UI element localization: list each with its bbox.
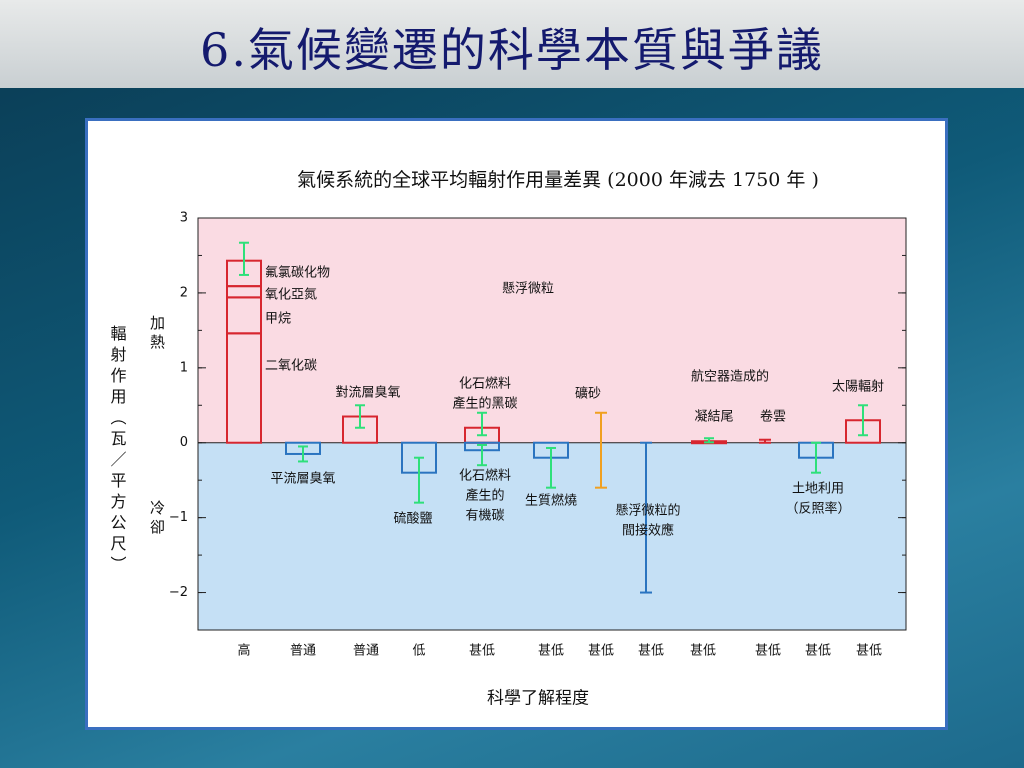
level-label: 甚低 xyxy=(638,644,664,659)
group-label: 航空器造成的 xyxy=(691,369,769,385)
plot-frame xyxy=(197,217,907,631)
warming-region xyxy=(198,218,906,443)
forcing-label: 化石燃料 xyxy=(459,376,511,392)
component-label: 甲烷 xyxy=(265,312,291,327)
y-tick-label: 2 xyxy=(180,285,188,300)
y-tick-label: 3 xyxy=(180,211,188,226)
level-label: 甚低 xyxy=(805,644,831,659)
level-label: 甚低 xyxy=(755,644,781,659)
forcing-label: 化石燃料 xyxy=(459,468,511,484)
level-label: 低 xyxy=(412,644,425,659)
forcing-label: 卷雲 xyxy=(760,409,786,425)
forcing-label: （反照率） xyxy=(785,501,850,517)
forcing-label: 礦砂 xyxy=(575,386,601,402)
forcing-label: 硫酸鹽 xyxy=(393,512,432,527)
component-label: 二氧化碳 xyxy=(265,359,317,374)
forcing-label: 平流層臭氧 xyxy=(270,472,335,487)
warming-label: 加熱 xyxy=(148,315,166,353)
header xyxy=(0,0,1024,88)
chart: 氣候系統的全球平均輻射作用量差異 (2000 年減去 1750 年 ) 科學了解… xyxy=(108,169,907,709)
level-label: 甚低 xyxy=(690,644,716,659)
forcing-label: 產生的 xyxy=(465,488,504,504)
forcing-label: 太陽輻射 xyxy=(832,379,884,395)
level-label: 甚低 xyxy=(538,644,564,659)
forcing-label: 間接效應 xyxy=(622,523,674,539)
y-axis-label: 輻射作用（瓦／平方公尺） xyxy=(108,325,127,577)
forcing-label: 有機碳 xyxy=(465,509,504,524)
forcing-label: 產生的黑碳 xyxy=(452,396,517,412)
forcing-label: 對流層臭氧 xyxy=(335,386,400,401)
component-label: 氟氯碳化物 xyxy=(265,266,330,281)
x-axis-label: 科學了解程度 xyxy=(487,689,589,709)
forcing-label: 凝結尾 xyxy=(694,409,733,425)
forcing-label: 生質燃燒 xyxy=(525,493,577,509)
level-label: 甚低 xyxy=(469,644,495,659)
group-label: 懸浮微粒 xyxy=(502,282,554,297)
level-label: 甚低 xyxy=(856,644,882,659)
level-label: 甚低 xyxy=(588,644,614,659)
y-tick-label: 1 xyxy=(180,360,188,375)
level-label: 普通 xyxy=(353,644,379,659)
forcing-label: 土地利用 xyxy=(792,482,844,497)
level-label: 高 xyxy=(237,643,250,659)
forcing-label: 懸浮微粒的 xyxy=(615,503,680,519)
chart-title: 氣候系統的全球平均輻射作用量差異 (2000 年減去 1750 年 ) xyxy=(297,169,819,191)
y-tick-label: −1 xyxy=(169,510,188,525)
slide-title: 6.氣候變遷的科學本質與爭議 xyxy=(200,23,824,77)
y-tick-label: −2 xyxy=(169,585,188,600)
component-label: 氧化亞氮 xyxy=(265,288,317,303)
chart-panel: 氣候系統的全球平均輻射作用量差異 (2000 年減去 1750 年 ) 科學了解… xyxy=(85,118,948,730)
cooling-label: 冷卻 xyxy=(148,500,166,538)
level-label: 普通 xyxy=(290,644,316,659)
y-tick-label: 0 xyxy=(180,435,188,450)
